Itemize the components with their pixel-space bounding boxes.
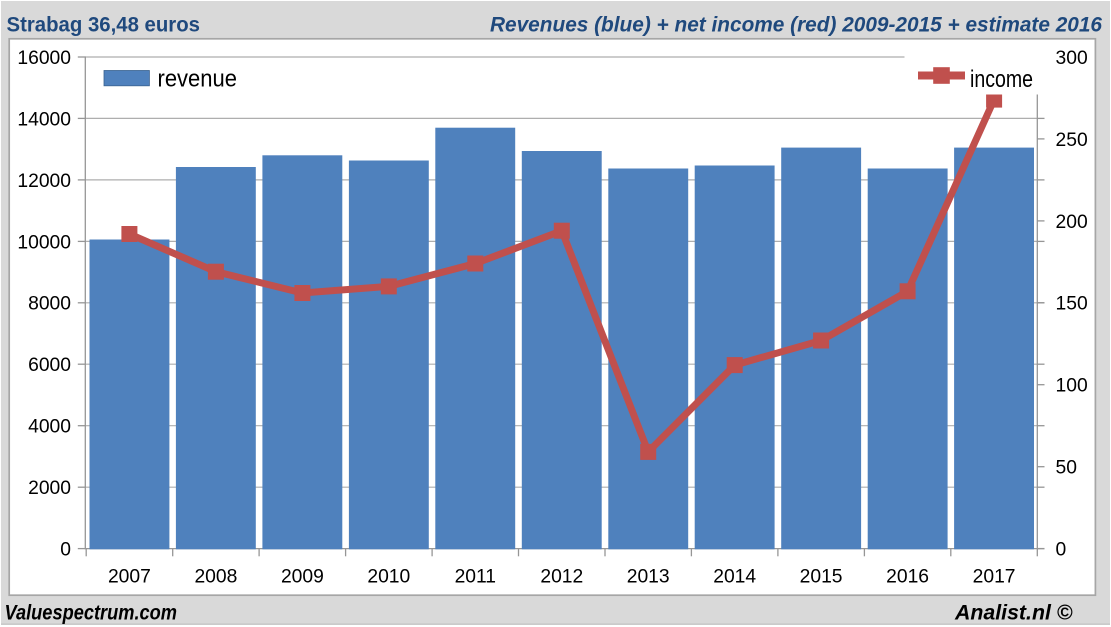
svg-text:2007: 2007 bbox=[108, 567, 151, 588]
svg-text:2014: 2014 bbox=[713, 567, 756, 588]
svg-text:Valuespectrum.com: Valuespectrum.com bbox=[5, 601, 178, 625]
svg-text:8000: 8000 bbox=[28, 294, 71, 315]
svg-text:50: 50 bbox=[1056, 458, 1077, 479]
svg-text:Strabag 36,48 euros: Strabag 36,48 euros bbox=[7, 13, 201, 37]
svg-text:Analist.nl ©: Analist.nl © bbox=[954, 601, 1073, 625]
svg-text:200: 200 bbox=[1056, 212, 1088, 233]
svg-text:16000: 16000 bbox=[17, 48, 71, 69]
svg-text:2015: 2015 bbox=[800, 567, 843, 588]
svg-text:2008: 2008 bbox=[194, 567, 237, 588]
svg-text:2013: 2013 bbox=[627, 567, 670, 588]
svg-text:2000: 2000 bbox=[28, 478, 71, 499]
svg-text:300: 300 bbox=[1056, 48, 1088, 69]
svg-text:14000: 14000 bbox=[17, 109, 71, 130]
svg-text:2017: 2017 bbox=[973, 567, 1016, 588]
svg-text:income: income bbox=[970, 66, 1033, 93]
svg-text:2009: 2009 bbox=[281, 567, 324, 588]
svg-text:10000: 10000 bbox=[17, 232, 71, 253]
svg-text:250: 250 bbox=[1056, 130, 1088, 151]
svg-text:2011: 2011 bbox=[455, 567, 496, 588]
svg-text:2016: 2016 bbox=[886, 567, 929, 588]
svg-text:4000: 4000 bbox=[28, 417, 71, 438]
svg-text:12000: 12000 bbox=[17, 171, 71, 192]
svg-text:0: 0 bbox=[60, 540, 71, 561]
svg-text:150: 150 bbox=[1056, 294, 1088, 315]
svg-text:2010: 2010 bbox=[367, 567, 410, 588]
svg-text:2012: 2012 bbox=[540, 567, 583, 588]
svg-text:6000: 6000 bbox=[28, 355, 71, 376]
svg-text:0: 0 bbox=[1056, 540, 1067, 561]
svg-text:revenue: revenue bbox=[158, 65, 238, 92]
svg-text:100: 100 bbox=[1056, 376, 1088, 397]
svg-text:Revenues (blue) + net income (: Revenues (blue) + net income (red) 2009-… bbox=[490, 13, 1103, 37]
